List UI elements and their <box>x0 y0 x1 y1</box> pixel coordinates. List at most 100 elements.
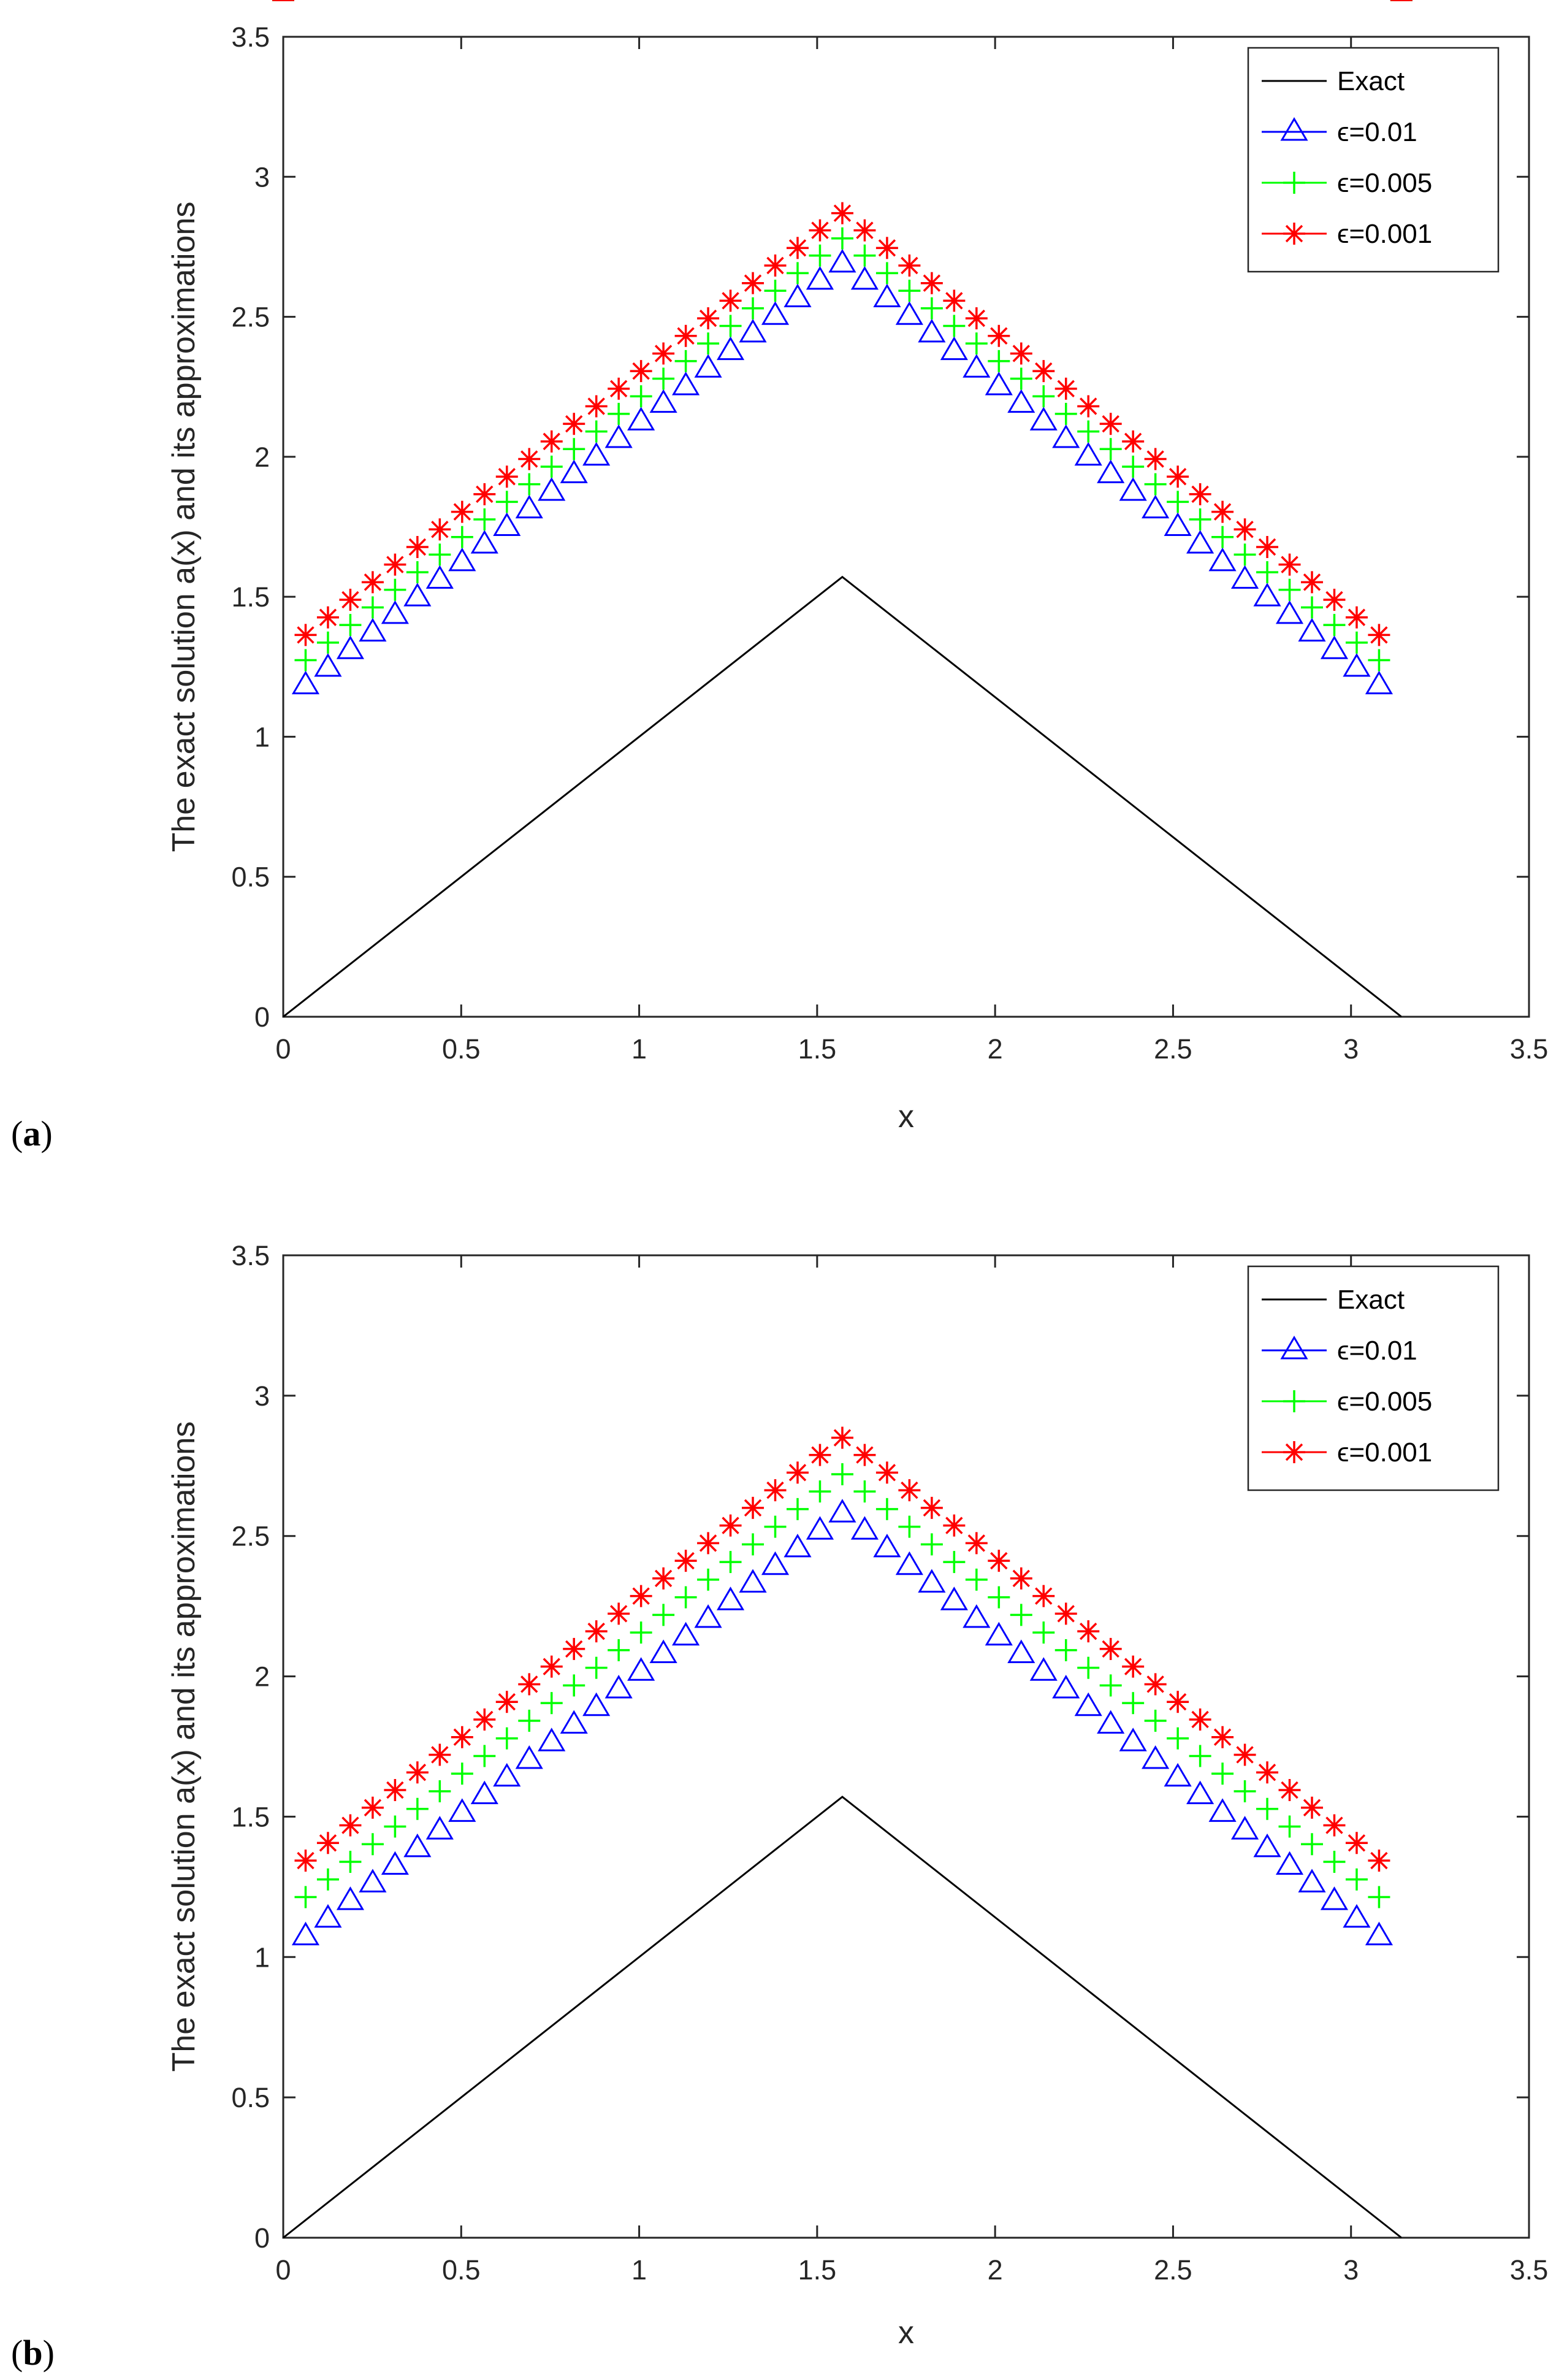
data-point <box>384 553 406 576</box>
data-point <box>988 1586 1010 1609</box>
data-point <box>316 1832 339 1854</box>
data-point <box>585 1656 608 1679</box>
data-point <box>1275 600 1304 624</box>
data-point <box>563 438 585 461</box>
x-axis-label-b: x <box>898 2315 914 2351</box>
y-tick-label: 1 <box>254 721 270 752</box>
data-point <box>515 1745 543 1769</box>
series-eps_0.001 <box>272 0 1413 646</box>
data-point <box>761 301 790 325</box>
data-point <box>831 227 853 250</box>
x-tick-label: 3.5 <box>1510 2254 1549 2286</box>
data-point <box>742 1533 764 1556</box>
data-point <box>473 1708 496 1731</box>
series-eps_0.01 <box>291 248 1394 695</box>
data-point <box>918 1569 946 1593</box>
data-point <box>806 1516 834 1540</box>
data-point <box>898 280 921 302</box>
data-point <box>493 512 521 536</box>
x-tick-label: 1.5 <box>798 1033 837 1065</box>
legend-label: ϵ=0.001 <box>1337 219 1432 249</box>
data-point <box>1368 1886 1390 1908</box>
data-point <box>809 219 831 242</box>
data-point <box>473 483 496 505</box>
data-point <box>1167 491 1189 513</box>
data-point <box>920 297 943 320</box>
data-point <box>294 1886 317 1908</box>
data-point <box>361 1833 384 1856</box>
data-point <box>831 1426 853 1449</box>
data-point <box>451 526 473 548</box>
data-point <box>1029 1657 1058 1681</box>
data-point <box>787 237 809 259</box>
legend-marker <box>1283 1390 1305 1412</box>
data-point <box>898 254 921 277</box>
data-point <box>1231 565 1259 589</box>
y-tick-label: 0.5 <box>231 862 270 893</box>
data-point <box>1233 1780 1256 1802</box>
data-point <box>473 508 496 531</box>
legend-entry: ϵ=0.005 <box>1262 168 1432 198</box>
data-point <box>1099 1674 1122 1697</box>
x-tick-label: 0.5 <box>442 2254 481 2286</box>
x-tick-label: 1.5 <box>798 2254 837 2286</box>
data-point <box>1365 670 1394 695</box>
data-point <box>1077 1620 1100 1643</box>
y-tick-label: 1 <box>254 1942 270 1973</box>
data-point <box>1119 477 1147 501</box>
data-point <box>451 1762 473 1785</box>
data-point <box>294 649 317 672</box>
legend-entry: ϵ=0.01 <box>1262 1336 1417 1366</box>
data-point <box>652 367 675 390</box>
data-point <box>873 283 901 308</box>
legend-entry: ϵ=0.001 <box>1262 1437 1432 1467</box>
data-point <box>918 318 946 343</box>
data-point <box>943 315 966 337</box>
data-point <box>1345 1832 1368 1854</box>
data-point <box>965 307 988 330</box>
data-point <box>1122 1655 1145 1678</box>
data-point <box>1186 530 1214 554</box>
data-point <box>875 262 898 285</box>
data-point <box>831 202 853 224</box>
data-point <box>585 420 608 443</box>
data-point <box>739 1569 767 1593</box>
data-point <box>1323 614 1346 637</box>
data-point <box>560 1710 588 1734</box>
data-point <box>965 1532 988 1555</box>
data-point <box>1278 578 1301 601</box>
x-axis-label-a: x <box>898 1099 914 1135</box>
data-point <box>339 1851 362 1873</box>
data-point <box>384 578 406 601</box>
data-point <box>582 442 611 466</box>
data-point <box>943 1551 966 1574</box>
data-point <box>630 1585 652 1607</box>
data-point <box>761 1551 790 1575</box>
data-point <box>1298 618 1326 642</box>
data-point <box>1010 342 1032 365</box>
legend-label: ϵ=0.01 <box>1337 1336 1417 1366</box>
data-point <box>316 631 339 654</box>
data-point <box>1097 459 1125 483</box>
data-point <box>1345 606 1368 629</box>
data-point <box>1119 1728 1147 1751</box>
data-point <box>515 494 543 519</box>
y-axis-label-b: The exact solution a(x) and its approxim… <box>166 1421 202 2072</box>
data-point <box>1189 508 1211 531</box>
data-point <box>518 1673 541 1696</box>
data-point <box>920 1533 943 1556</box>
data-point <box>716 1586 745 1610</box>
series-eps_0.001 <box>272 0 1413 1872</box>
data-point <box>719 315 742 337</box>
data-point <box>1099 413 1122 435</box>
data-point <box>585 395 608 418</box>
data-point <box>627 1657 655 1681</box>
data-point <box>742 272 764 294</box>
legend-entry: Exact <box>1262 1285 1405 1315</box>
data-point <box>560 459 588 483</box>
x-tick-label: 1 <box>631 2254 647 2286</box>
data-point <box>1301 596 1324 619</box>
data-point <box>965 1568 988 1591</box>
data-point <box>291 670 320 695</box>
